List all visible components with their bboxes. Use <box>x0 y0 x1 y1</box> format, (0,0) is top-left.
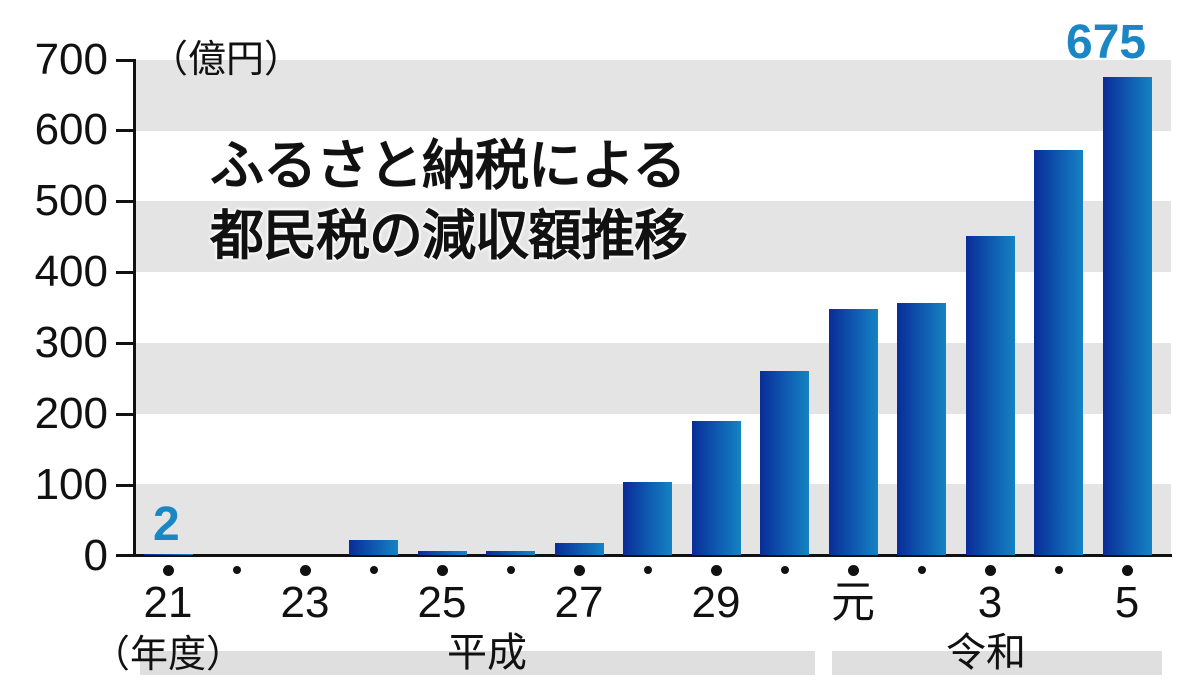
x-tick-label: 3 <box>977 578 1003 627</box>
x-tick-dot <box>917 566 926 574</box>
x-tick-label: 27 <box>554 578 604 627</box>
y-tick-label: 700 <box>34 35 108 84</box>
y-tick <box>116 342 134 345</box>
y-axis-unit: （億円） <box>150 39 303 81</box>
chart-title-line2: 都民税の減収額推移 <box>210 206 688 266</box>
x-tick-dot <box>1054 566 1063 574</box>
x-tick-dot <box>436 564 448 576</box>
x-tick-dot <box>1121 564 1133 576</box>
bar-4 <box>1034 150 1083 555</box>
value-label-first: 2 <box>153 498 180 551</box>
bar-28 <box>623 482 672 555</box>
bar-25 <box>417 551 467 555</box>
x-tick-label: 元 <box>831 578 875 627</box>
x-tick-dot <box>162 564 174 576</box>
y-tick <box>116 413 134 416</box>
y-tick <box>116 484 134 487</box>
y-tick <box>116 129 134 132</box>
value-label-last: 675 <box>1066 16 1147 69</box>
era-label-reiwa: 令和 <box>946 631 1026 675</box>
y-tick <box>116 271 134 274</box>
x-tick-label: 23 <box>280 578 330 627</box>
x-tick-dot <box>984 564 996 576</box>
chart-title: ふるさと納税による 都民税の減収額推移 <box>210 136 688 266</box>
x-tick-label: 21 <box>143 578 193 627</box>
era-label-heisei: 平成 <box>447 631 527 675</box>
bar-3 <box>965 236 1015 555</box>
x-axis-line <box>116 554 1172 557</box>
y-tick-label: 300 <box>34 318 108 367</box>
x-tick-dot <box>573 564 585 576</box>
x-tick-label: 25 <box>417 578 467 627</box>
y-tick-label: 500 <box>34 176 108 225</box>
y-tick-label: 400 <box>34 247 108 296</box>
bar-29 <box>691 421 741 555</box>
x-tick-dot <box>780 566 789 574</box>
x-tick-label: 29 <box>691 578 741 627</box>
x-tick-dot <box>643 566 652 574</box>
x-tick-dot <box>369 566 378 574</box>
y-tick <box>116 200 134 203</box>
y-axis-line <box>133 59 136 557</box>
grid-band-600-700 <box>136 60 1171 131</box>
y-tick <box>116 554 134 557</box>
bar-元 <box>828 309 878 555</box>
x-tick-dot <box>506 566 515 574</box>
x-tick-dot <box>710 564 722 576</box>
bar-24 <box>349 540 398 555</box>
y-tick-label: 200 <box>34 389 108 438</box>
bar-30 <box>760 371 809 555</box>
bar-27 <box>554 543 604 555</box>
x-tick-dot <box>299 564 311 576</box>
era-bar-heisei <box>140 651 815 675</box>
x-tick-dot <box>232 566 241 574</box>
y-tick-label: 600 <box>34 105 108 154</box>
bar-21 <box>143 554 193 555</box>
era-bar-reiwa <box>832 651 1162 675</box>
bar-5 <box>1102 77 1152 555</box>
chart-title-line1: ふるさと納税による <box>210 136 686 196</box>
bar-26 <box>486 551 535 555</box>
y-tick <box>116 59 134 62</box>
bar-2 <box>897 303 946 555</box>
y-tick-label: 100 <box>34 460 108 509</box>
y-tick-label: 0 <box>83 531 108 580</box>
x-axis-unit: （年度） <box>92 634 245 676</box>
x-tick-dot <box>847 564 859 576</box>
x-tick-label: 5 <box>1114 578 1140 627</box>
grid-band-200-300 <box>136 343 1171 414</box>
